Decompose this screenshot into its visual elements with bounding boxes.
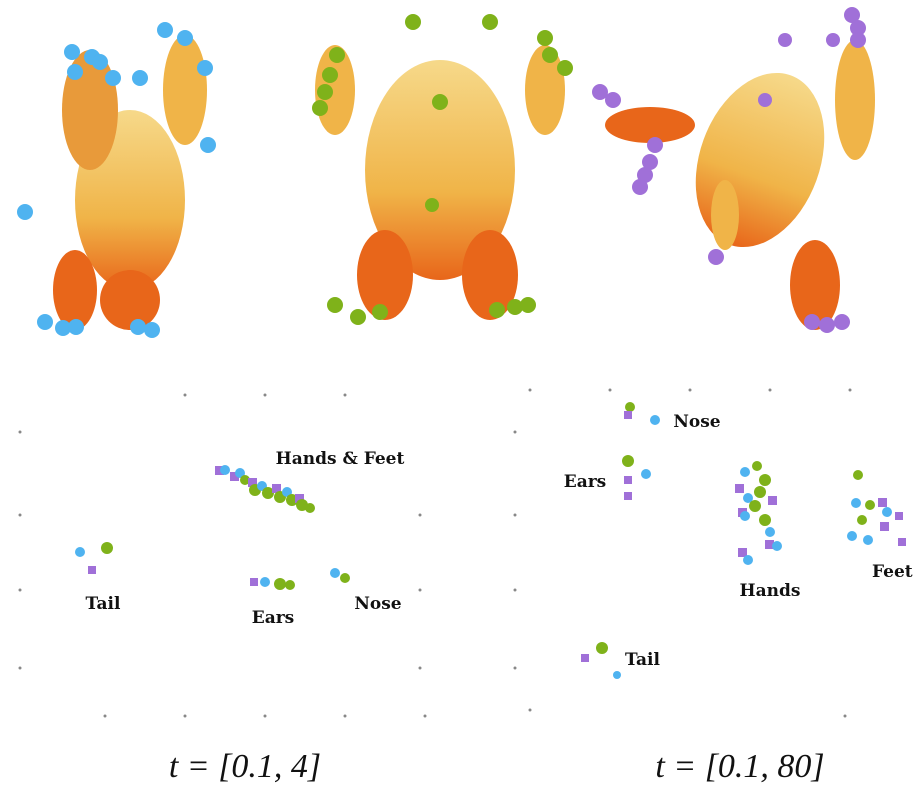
cluster-label: Hands — [740, 581, 801, 601]
caption: t = [0.1, 4] — [169, 748, 321, 785]
cluster-label: Tail — [625, 650, 660, 670]
cluster-label: Hands & Feet — [276, 449, 405, 469]
cluster-label: Nose — [354, 594, 401, 614]
cluster-label: Ears — [252, 608, 295, 628]
render-middle — [312, 14, 573, 325]
embedding-plot-right: Nose Ears Hands Feet Tail t = [0.1, 80] — [514, 389, 913, 786]
cluster-label: Nose — [673, 412, 720, 432]
cluster-label: Feet — [872, 562, 913, 582]
embedding-plot-left: Hands & Feet Tail Ears Nose t = [0.1, 4] — [19, 394, 427, 786]
figure: Hands & Feet Tail Ears Nose t = [0.1, 4]… — [0, 0, 916, 787]
caption: t = [0.1, 80] — [655, 748, 824, 785]
cluster-label: Tail — [86, 594, 121, 614]
render-right — [592, 7, 875, 333]
render-left — [17, 22, 216, 338]
cluster-label: Ears — [564, 472, 607, 492]
